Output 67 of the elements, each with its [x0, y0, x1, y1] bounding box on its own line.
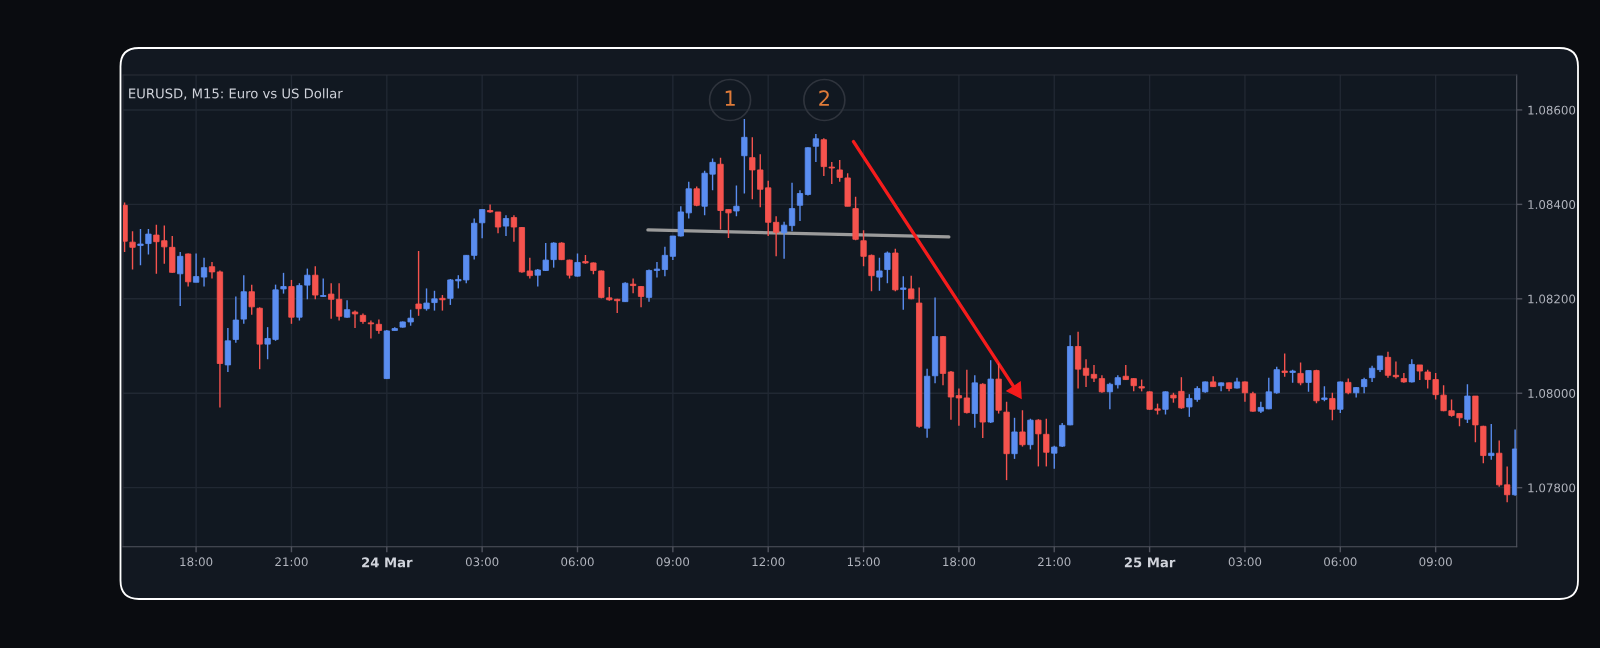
candlestick [200, 257, 208, 288]
candlestick [876, 257, 883, 292]
candlestick [1384, 350, 1392, 379]
candlestick [1281, 352, 1288, 378]
candlestick [177, 251, 184, 307]
y-tick-label: 1.08400 [1528, 200, 1576, 210]
candlestick [796, 189, 804, 222]
x-tick-label: 06:00 [561, 557, 594, 567]
x-tick-label: 12:00 [752, 557, 785, 567]
candlestick [510, 214, 518, 243]
x-tick-label: 24 Mar [362, 557, 413, 568]
candlestick [1162, 390, 1169, 416]
candlestick [312, 265, 319, 300]
x-tick-label: 25 Mar [1124, 557, 1176, 568]
candlestick [486, 203, 494, 214]
annotation: 2 [819, 90, 829, 106]
candlestick [502, 214, 510, 237]
candlestick [415, 250, 422, 317]
candlestick [780, 221, 788, 260]
candlestick [320, 277, 327, 298]
text: EURUSD, M15: Euro vs US Dollar [129, 88, 343, 100]
x-tick-label: 15:00 [847, 557, 880, 567]
candlestick [351, 309, 359, 329]
candlestick [1090, 364, 1098, 383]
candlestick [248, 283, 255, 316]
y-tick-label: 1.08200 [1528, 294, 1576, 304]
candlestick [741, 118, 748, 195]
candlestick [637, 285, 645, 309]
candlestick [788, 181, 796, 232]
x-tick-label: 21:00 [275, 557, 308, 567]
candlestick [1011, 417, 1018, 460]
candlestick [1392, 360, 1400, 380]
y-tick-label: 1.07800 [1528, 483, 1576, 493]
candlestick [661, 246, 669, 277]
candlestick [494, 211, 502, 234]
x-tick-label: 03:00 [1228, 557, 1262, 567]
x-tick-label: 21:00 [1038, 557, 1071, 567]
candlestick [812, 133, 819, 163]
x-tick-label: 18:00 [180, 557, 213, 567]
x-tick-label: 09:00 [1419, 557, 1452, 567]
candlestick [1082, 358, 1090, 388]
candlestick [1297, 361, 1304, 386]
candlestick [574, 252, 581, 278]
y-tick-label: 1.08000 [1528, 388, 1576, 398]
x-tick-label: 09:00 [656, 557, 690, 567]
candlestick [1241, 380, 1249, 403]
candlestick [1464, 383, 1471, 424]
candlestick [1329, 392, 1336, 421]
candlestick [1019, 409, 1026, 448]
candlestick [900, 275, 907, 311]
candlestick [192, 252, 200, 283]
candlestick [653, 261, 661, 279]
candlestick [630, 277, 637, 294]
candlestick [479, 208, 486, 240]
candlestick [1305, 369, 1312, 393]
candlestick [1074, 331, 1082, 390]
x-tick-label: 18:00 [943, 557, 976, 567]
candlestick [367, 319, 375, 340]
candlestick [1249, 391, 1257, 413]
candlestick [733, 184, 740, 217]
candlestick [1488, 423, 1495, 461]
x-tick-label: 03:00 [465, 557, 499, 567]
annotation: 1 [725, 90, 735, 106]
candlestick [1408, 358, 1415, 384]
x-tick-label: 06:00 [1324, 557, 1357, 567]
y-tick-label: 1.08600 [1528, 105, 1576, 115]
candlestick [884, 250, 891, 284]
